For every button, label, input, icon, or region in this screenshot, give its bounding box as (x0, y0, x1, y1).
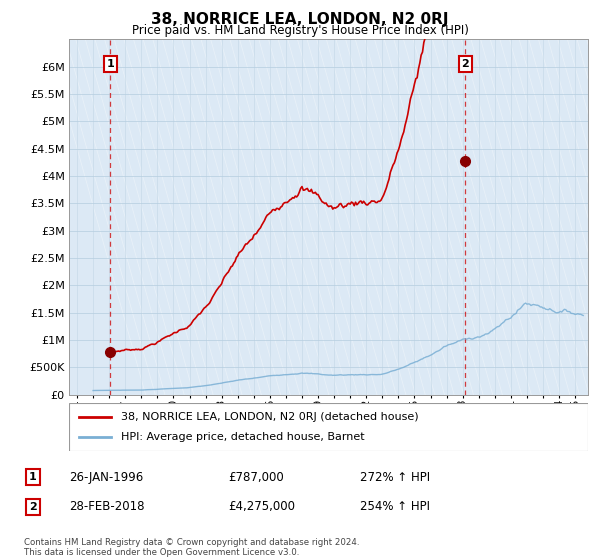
Text: 38, NORRICE LEA, LONDON, N2 0RJ (detached house): 38, NORRICE LEA, LONDON, N2 0RJ (detache… (121, 412, 419, 422)
Text: 26-JAN-1996: 26-JAN-1996 (69, 470, 143, 484)
Text: Contains HM Land Registry data © Crown copyright and database right 2024.
This d: Contains HM Land Registry data © Crown c… (24, 538, 359, 557)
Text: 2: 2 (461, 59, 469, 69)
Text: 272% ↑ HPI: 272% ↑ HPI (360, 470, 430, 484)
Text: 1: 1 (29, 472, 37, 482)
Text: 28-FEB-2018: 28-FEB-2018 (69, 500, 145, 514)
Text: 2: 2 (29, 502, 37, 512)
Text: £787,000: £787,000 (228, 470, 284, 484)
Text: Price paid vs. HM Land Registry's House Price Index (HPI): Price paid vs. HM Land Registry's House … (131, 24, 469, 36)
Text: HPI: Average price, detached house, Barnet: HPI: Average price, detached house, Barn… (121, 432, 365, 442)
Text: 1: 1 (106, 59, 114, 69)
Text: £4,275,000: £4,275,000 (228, 500, 295, 514)
Text: 254% ↑ HPI: 254% ↑ HPI (360, 500, 430, 514)
Text: 38, NORRICE LEA, LONDON, N2 0RJ: 38, NORRICE LEA, LONDON, N2 0RJ (151, 12, 449, 27)
FancyBboxPatch shape (69, 403, 588, 451)
